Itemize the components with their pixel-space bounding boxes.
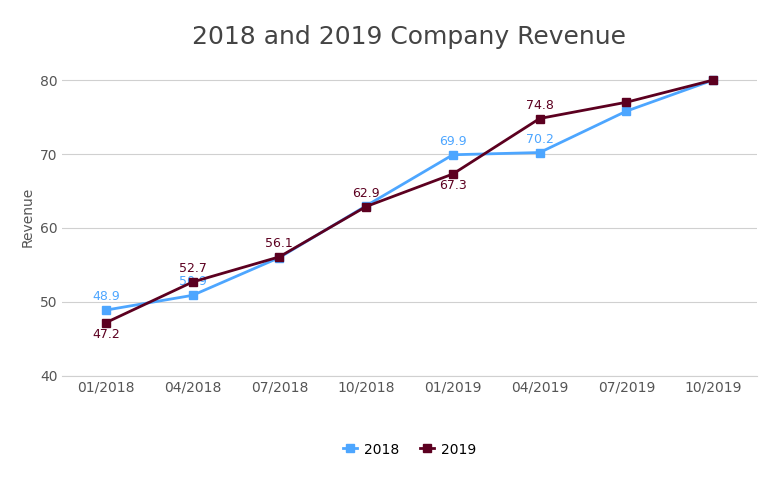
Legend: 2018, 2019: 2018, 2019 bbox=[338, 437, 481, 462]
2019 bbox=[535, 116, 544, 121]
Text: 47.2: 47.2 bbox=[92, 328, 119, 341]
Text: 74.8: 74.8 bbox=[526, 98, 554, 111]
Text: 48.9: 48.9 bbox=[92, 290, 119, 303]
2018 bbox=[101, 307, 111, 313]
Title: 2018 and 2019 Company Revenue: 2018 and 2019 Company Revenue bbox=[193, 25, 626, 49]
2019 bbox=[622, 99, 631, 105]
2018 bbox=[535, 149, 544, 155]
2019 bbox=[101, 320, 111, 325]
Text: 70.2: 70.2 bbox=[526, 133, 554, 146]
Line: 2018: 2018 bbox=[101, 76, 718, 314]
2019 bbox=[188, 279, 197, 285]
2018 bbox=[622, 108, 631, 114]
2018 bbox=[708, 77, 718, 83]
2018 bbox=[448, 152, 458, 158]
Text: 62.9: 62.9 bbox=[353, 187, 380, 200]
2019 bbox=[275, 254, 284, 260]
Text: 56.1: 56.1 bbox=[265, 237, 293, 250]
2019 bbox=[448, 171, 458, 177]
2019 bbox=[361, 204, 370, 210]
2019 bbox=[708, 77, 718, 83]
Text: 69.9: 69.9 bbox=[439, 135, 466, 148]
Text: 67.3: 67.3 bbox=[439, 179, 466, 192]
2018 bbox=[361, 203, 370, 209]
Text: 50.9: 50.9 bbox=[179, 275, 207, 288]
2018 bbox=[275, 254, 284, 260]
Line: 2019: 2019 bbox=[101, 76, 718, 327]
2018 bbox=[188, 293, 197, 298]
Text: 52.7: 52.7 bbox=[179, 262, 207, 275]
Y-axis label: Revenue: Revenue bbox=[20, 187, 34, 247]
